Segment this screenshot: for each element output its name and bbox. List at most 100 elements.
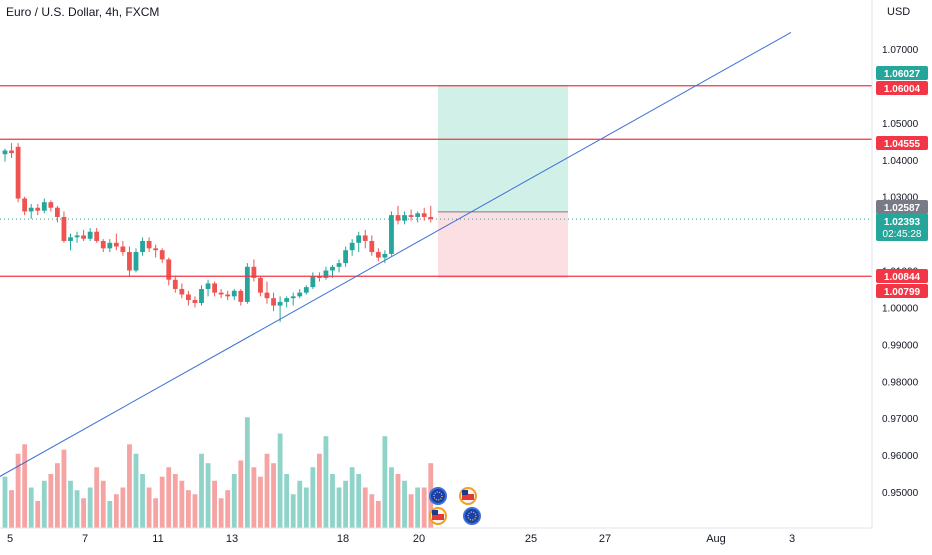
price-tick-label: 1.07000 [882, 45, 919, 56]
price-tick-label: 0.95000 [882, 488, 919, 499]
volume-bar [290, 494, 296, 528]
candle-body [120, 246, 126, 253]
candle-body [100, 240, 106, 249]
price-label-5-text: 1.00799 [884, 287, 921, 298]
eu-flag-icon [429, 487, 447, 505]
candle-body [428, 216, 434, 220]
candle-body [290, 296, 296, 299]
volume-bar [55, 463, 60, 528]
stop-zone [438, 211, 568, 278]
time-tick-label: 20 [413, 533, 425, 545]
candle-body [264, 292, 270, 299]
candle-body [186, 294, 191, 301]
volume-bar [166, 467, 172, 528]
time-tick-label: 18 [337, 533, 349, 545]
price-label-3-text: 1.02587 [884, 203, 921, 214]
price-label-2-text: 1.04555 [884, 139, 921, 150]
candle-body [48, 202, 54, 208]
price-tick-label: 1.04000 [882, 156, 919, 167]
volume-bar [9, 490, 14, 528]
candle-body [179, 288, 185, 295]
current-price-text: 1.02393 [884, 217, 921, 228]
price-label-4-text: 1.00844 [884, 272, 921, 283]
volume-bar [231, 474, 237, 528]
current-price-badge [876, 213, 928, 241]
currency-label: USD [887, 6, 910, 18]
volume-bar [120, 487, 126, 528]
volume-bar [153, 498, 159, 528]
us-canton [462, 490, 468, 495]
volume-bar [336, 487, 342, 528]
countdown-text: 02:45:28 [883, 229, 922, 240]
volume-bar [258, 476, 263, 528]
volume-bar [172, 474, 178, 528]
volume-bar [297, 480, 303, 528]
volume-bar [205, 463, 211, 528]
candle-body [323, 270, 329, 278]
price-tick-label: 0.96000 [882, 451, 919, 462]
candle-body [166, 259, 172, 280]
candle-body [330, 266, 335, 271]
price-tick-label: 0.99000 [882, 340, 919, 351]
volume-bar [113, 494, 119, 528]
trendline [0, 31, 792, 477]
volume-bar [48, 474, 54, 528]
volume-bars [2, 417, 434, 528]
eu-stars [433, 491, 443, 501]
volume-bar [94, 467, 100, 528]
volume-bar [68, 480, 73, 528]
volume-bar [100, 480, 106, 528]
price-label-0-text: 1.06027 [884, 69, 921, 80]
candle-body [140, 240, 145, 253]
price-tick-label: 1.00000 [882, 303, 919, 314]
volume-bar [2, 476, 8, 528]
volume-bar [402, 480, 407, 528]
candle-body [107, 242, 113, 249]
volume-bar [87, 487, 93, 528]
volume-bar [349, 467, 355, 528]
volume-bar [159, 476, 165, 528]
candle-body [297, 292, 303, 297]
candle-body [225, 294, 231, 297]
time-tick-label: 3 [789, 533, 795, 545]
volume-bar [35, 501, 41, 528]
candle-body [369, 240, 375, 253]
candle-body [199, 288, 204, 303]
time-tick-label: 11 [152, 533, 163, 545]
candle-body [310, 276, 316, 288]
volume-bar [415, 487, 421, 528]
volume-bar [343, 480, 348, 528]
volume-bar [146, 487, 152, 528]
candle-body [41, 202, 47, 211]
candle-body [317, 276, 322, 278]
volume-bar [264, 453, 270, 528]
candle-body [192, 300, 198, 303]
candle-body [87, 231, 93, 239]
candle-body [421, 213, 427, 217]
eu-flag-icon [463, 507, 481, 525]
volume-bar [61, 449, 67, 528]
candle-body [55, 207, 60, 217]
candle-body [15, 146, 21, 199]
price-tick-label: 0.97000 [882, 414, 919, 425]
candle-body [375, 252, 381, 258]
candle-body [74, 235, 80, 238]
candle-body [9, 150, 14, 154]
volume-bar [212, 480, 217, 528]
volume-bar [395, 474, 401, 528]
candle-body [244, 266, 250, 302]
volume-bar [238, 460, 244, 528]
volume-bar [317, 453, 322, 528]
price-tick-label: 1.05000 [882, 119, 919, 130]
volume-bar [133, 453, 139, 528]
volume-bar [356, 474, 362, 528]
volume-bar [225, 490, 231, 528]
candle-body [336, 263, 342, 267]
price-tick-label: 0.98000 [882, 377, 919, 388]
us-canton [432, 510, 438, 515]
trendline-layer [0, 31, 792, 477]
volume-bar [382, 436, 388, 528]
candle-body [172, 279, 178, 289]
